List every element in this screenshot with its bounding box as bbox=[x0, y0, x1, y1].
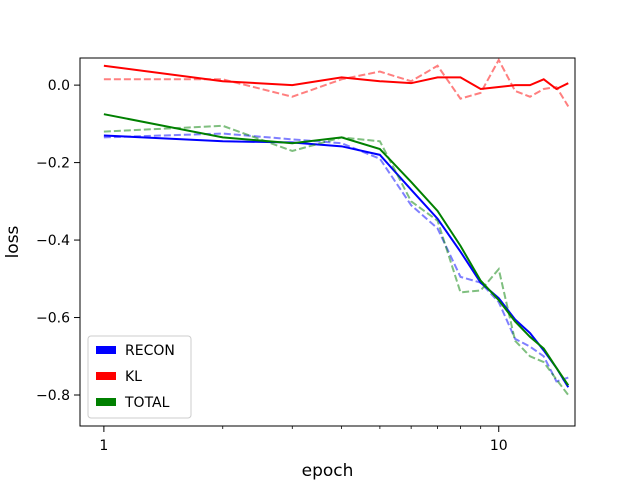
y-tick-label: −0.4 bbox=[36, 233, 70, 249]
y-tick-label: −0.6 bbox=[36, 311, 70, 327]
legend-swatch-kl bbox=[96, 372, 116, 380]
legend-swatch-recon bbox=[96, 346, 116, 354]
kl-smoothed-line bbox=[103, 64, 569, 91]
legend-label-recon: RECON bbox=[125, 343, 175, 359]
y-tick-label: −0.2 bbox=[36, 156, 70, 172]
total-raw-line bbox=[103, 124, 570, 396]
kl-raw-line bbox=[103, 58, 570, 107]
legend: RECON KL TOTAL bbox=[87, 335, 192, 419]
legend-label-total: TOTAL bbox=[124, 395, 170, 411]
y-tick-label: −0.8 bbox=[36, 388, 70, 404]
x-tick-label: 10 bbox=[490, 438, 508, 454]
x-tick-label: 1 bbox=[99, 438, 108, 454]
axes-frame bbox=[79, 57, 576, 427]
legend-box bbox=[87, 335, 192, 419]
y-tick-label: 0.0 bbox=[48, 78, 70, 94]
legend-label-kl: KL bbox=[125, 369, 142, 385]
y-axis-label: loss bbox=[3, 225, 23, 258]
total-smoothed-line bbox=[103, 113, 570, 386]
legend-swatch-total bbox=[96, 398, 116, 406]
x-axis-label: epoch bbox=[302, 461, 354, 480]
